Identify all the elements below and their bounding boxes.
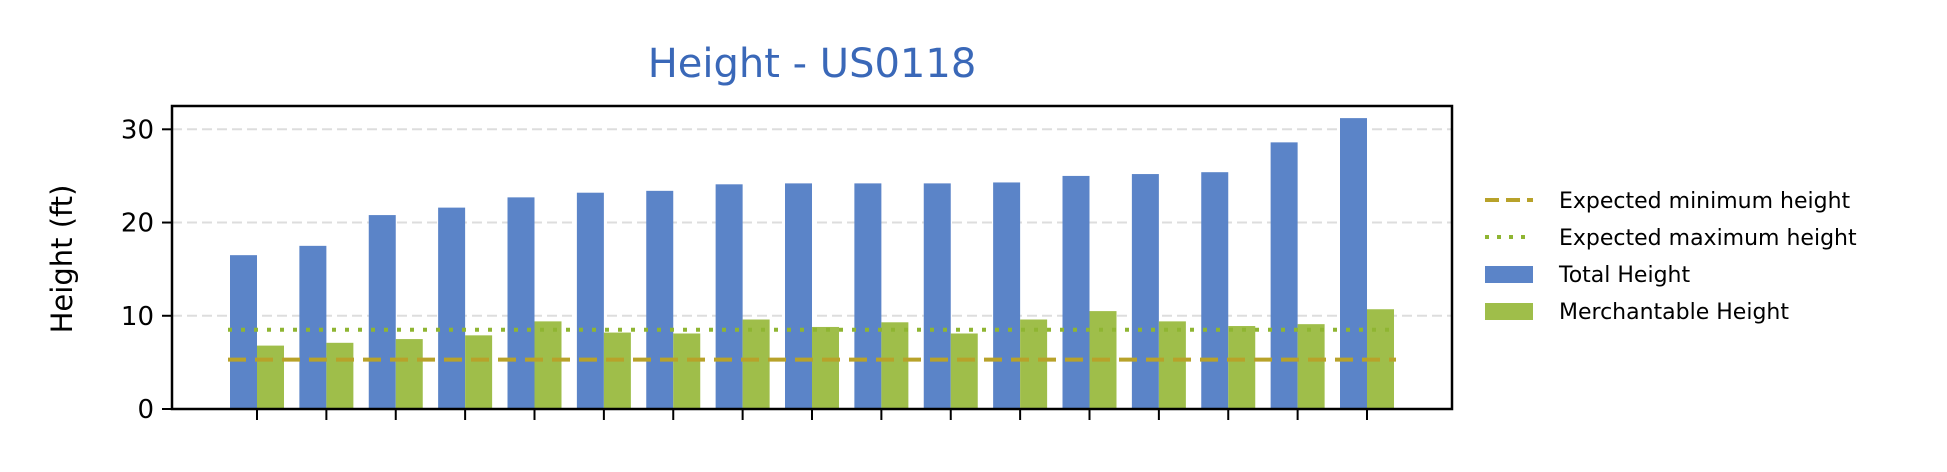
bar-total-height [715, 184, 743, 409]
bar-total-height [438, 207, 466, 409]
axes: 0 10 20 30 [121, 104, 1454, 425]
bar-total-height [1131, 174, 1159, 409]
bar-total-height [646, 190, 674, 409]
y-tick-label: 20 [121, 209, 154, 239]
legend-label: Expected minimum height [1559, 189, 1851, 214]
legend-swatch [1485, 303, 1533, 320]
chart-title: Height - US0118 [648, 41, 977, 87]
bar-merchantable-height [1297, 324, 1325, 409]
bars [230, 118, 1394, 410]
bar-merchantable-height [257, 345, 284, 409]
bar-total-height [230, 255, 257, 409]
y-tick-label: 30 [121, 115, 154, 145]
y-tick-label: 10 [121, 302, 154, 332]
bar-total-height [1340, 118, 1367, 410]
legend-label: Expected maximum height [1559, 226, 1857, 251]
legend-label: Merchantable Height [1559, 300, 1789, 325]
y-tick-label: 0 [137, 395, 154, 425]
legend-label: Total Height [1558, 263, 1690, 288]
bar-merchantable-height [742, 319, 770, 409]
bar-merchantable-height [395, 339, 423, 409]
bar-merchantable-height [1020, 319, 1048, 409]
bar-total-height [507, 197, 535, 409]
bar-merchantable-height [326, 342, 354, 409]
bar-merchantable-height [603, 332, 631, 409]
bar-total-height [368, 215, 396, 409]
bar-total-height [785, 183, 812, 409]
bar-merchantable-height [812, 326, 839, 409]
bar-total-height [1062, 175, 1090, 409]
y-axis-label: Height (ft) [45, 185, 79, 334]
bar-total-height [576, 192, 604, 409]
legend-swatch [1485, 266, 1533, 283]
bar-total-height [923, 183, 951, 409]
bar-total-height [1270, 142, 1298, 410]
plot-frame [170, 104, 1454, 411]
bar-merchantable-height [881, 322, 909, 409]
bar-merchantable-height [465, 335, 493, 409]
bar-merchantable-height [950, 333, 978, 409]
legend: Expected minimum height Expected maximum … [1485, 189, 1857, 325]
bar-merchantable-height [534, 321, 562, 409]
bar-merchantable-height [1158, 321, 1186, 409]
bar-merchantable-height [1228, 326, 1256, 409]
bar-total-height [993, 182, 1021, 409]
bar-total-height [1201, 172, 1229, 409]
bar-total-height [299, 245, 327, 409]
reference-lines [228, 327, 1396, 362]
bar-merchantable-height [673, 333, 701, 409]
bar-total-height [854, 183, 882, 409]
